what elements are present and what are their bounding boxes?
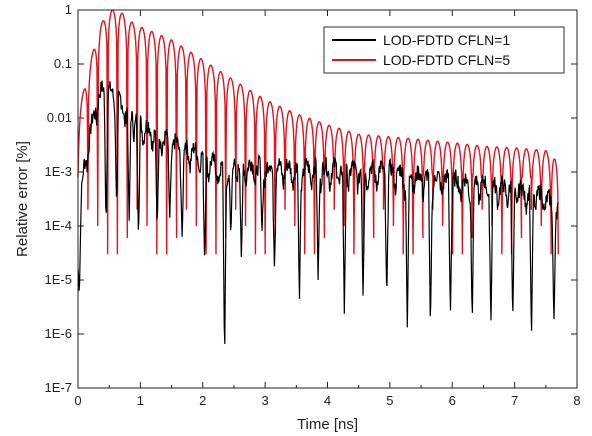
y-tick-label: 0.01: [47, 110, 72, 125]
x-tick-label: 5: [386, 393, 393, 408]
y-tick-label: 1E-7: [45, 380, 72, 395]
series-line-cfln-5: [77, 9, 559, 255]
y-axis-title: Relative error [%]: [14, 141, 31, 257]
series-layer: [77, 9, 559, 345]
y-tick-label: 1E-5: [45, 272, 72, 287]
y-tick-label: 1E-6: [45, 326, 72, 341]
x-tick-label: 4: [324, 393, 331, 408]
legend-label-cfln-1: LOD-FDTD CFLN=1: [383, 32, 510, 48]
x-tick-label: 1: [137, 393, 144, 408]
x-tick-label: 2: [199, 393, 206, 408]
series-line-cfln-1: [77, 80, 559, 345]
legend-label-cfln-5: LOD-FDTD CFLN=5: [383, 52, 510, 68]
y-tick-label: 1: [65, 2, 72, 17]
legend-box: [323, 26, 565, 74]
y-tick-label: 1E-3: [45, 164, 72, 179]
x-tick-label: 6: [449, 393, 456, 408]
x-tick-label: 0: [74, 393, 81, 408]
tick-labels: 0 1 2 3 4 5 6 7 8 1 0.1 0.01 1E-3 1E-4 1E-5 1E-6 1E-7: [45, 2, 581, 408]
x-tick-label: 3: [262, 393, 269, 408]
x-tick-label: 8: [573, 393, 580, 408]
x-axis-title: Time [ns]: [297, 416, 358, 433]
y-tick-label: 1E-4: [45, 218, 72, 233]
x-tick-label: 7: [511, 393, 518, 408]
plot-frame: [77, 9, 578, 389]
legend: LOD-FDTD CFLN=1 LOD-FDTD CFLN=5: [323, 26, 565, 74]
y-tick-label: 0.1: [54, 56, 72, 71]
